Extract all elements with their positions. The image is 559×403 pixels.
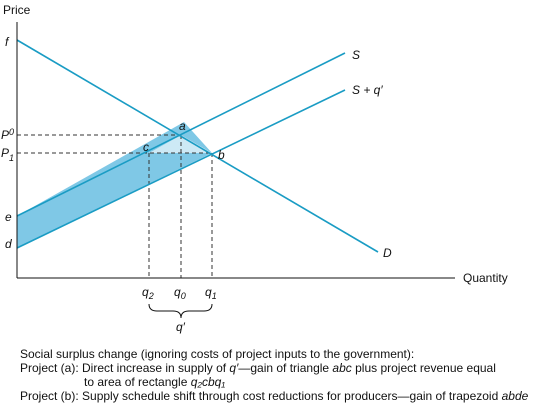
point-d-label: d (5, 237, 12, 251)
quantity-q0-label: q0 (174, 285, 186, 301)
caption-line-1: Social surplus change (ignoring costs of… (20, 347, 415, 361)
y-axis-label: Price (3, 3, 31, 17)
caption: Social surplus change (ignoring costs of… (20, 347, 555, 403)
caption-line-2: Project (a): Direct increase in supply o… (20, 361, 496, 375)
caption-line-4: Project (b): Supply schedule shift throu… (20, 389, 529, 403)
point-a-label: a (179, 119, 186, 133)
dashed-guides (17, 134, 213, 278)
price-p1-label: P1 (1, 146, 14, 163)
supply-label: S (352, 48, 360, 62)
point-b-label: b (218, 148, 225, 162)
trapezoid-region (17, 122, 212, 248)
x-axis-label: Quantity (463, 271, 508, 285)
price-p0-label: P0 (1, 127, 14, 142)
supply-shifted-curve (16, 89, 346, 249)
supply-curve (16, 52, 346, 217)
quantity-q2-label: q2 (142, 285, 154, 301)
point-e-label: e (5, 210, 12, 224)
brace-label: q′ (176, 320, 186, 334)
point-c-label: c (143, 140, 149, 154)
demand-label: D (383, 246, 392, 260)
caption-line-3: to area of rectangle q₂cbq₁ (84, 375, 226, 389)
quantity-q1-label: q1 (205, 285, 217, 301)
point-f-label: f (5, 35, 10, 49)
supply-shifted-label: S + q′ (352, 83, 383, 97)
quantity-brace (148, 303, 213, 319)
demand-curve (16, 39, 379, 253)
